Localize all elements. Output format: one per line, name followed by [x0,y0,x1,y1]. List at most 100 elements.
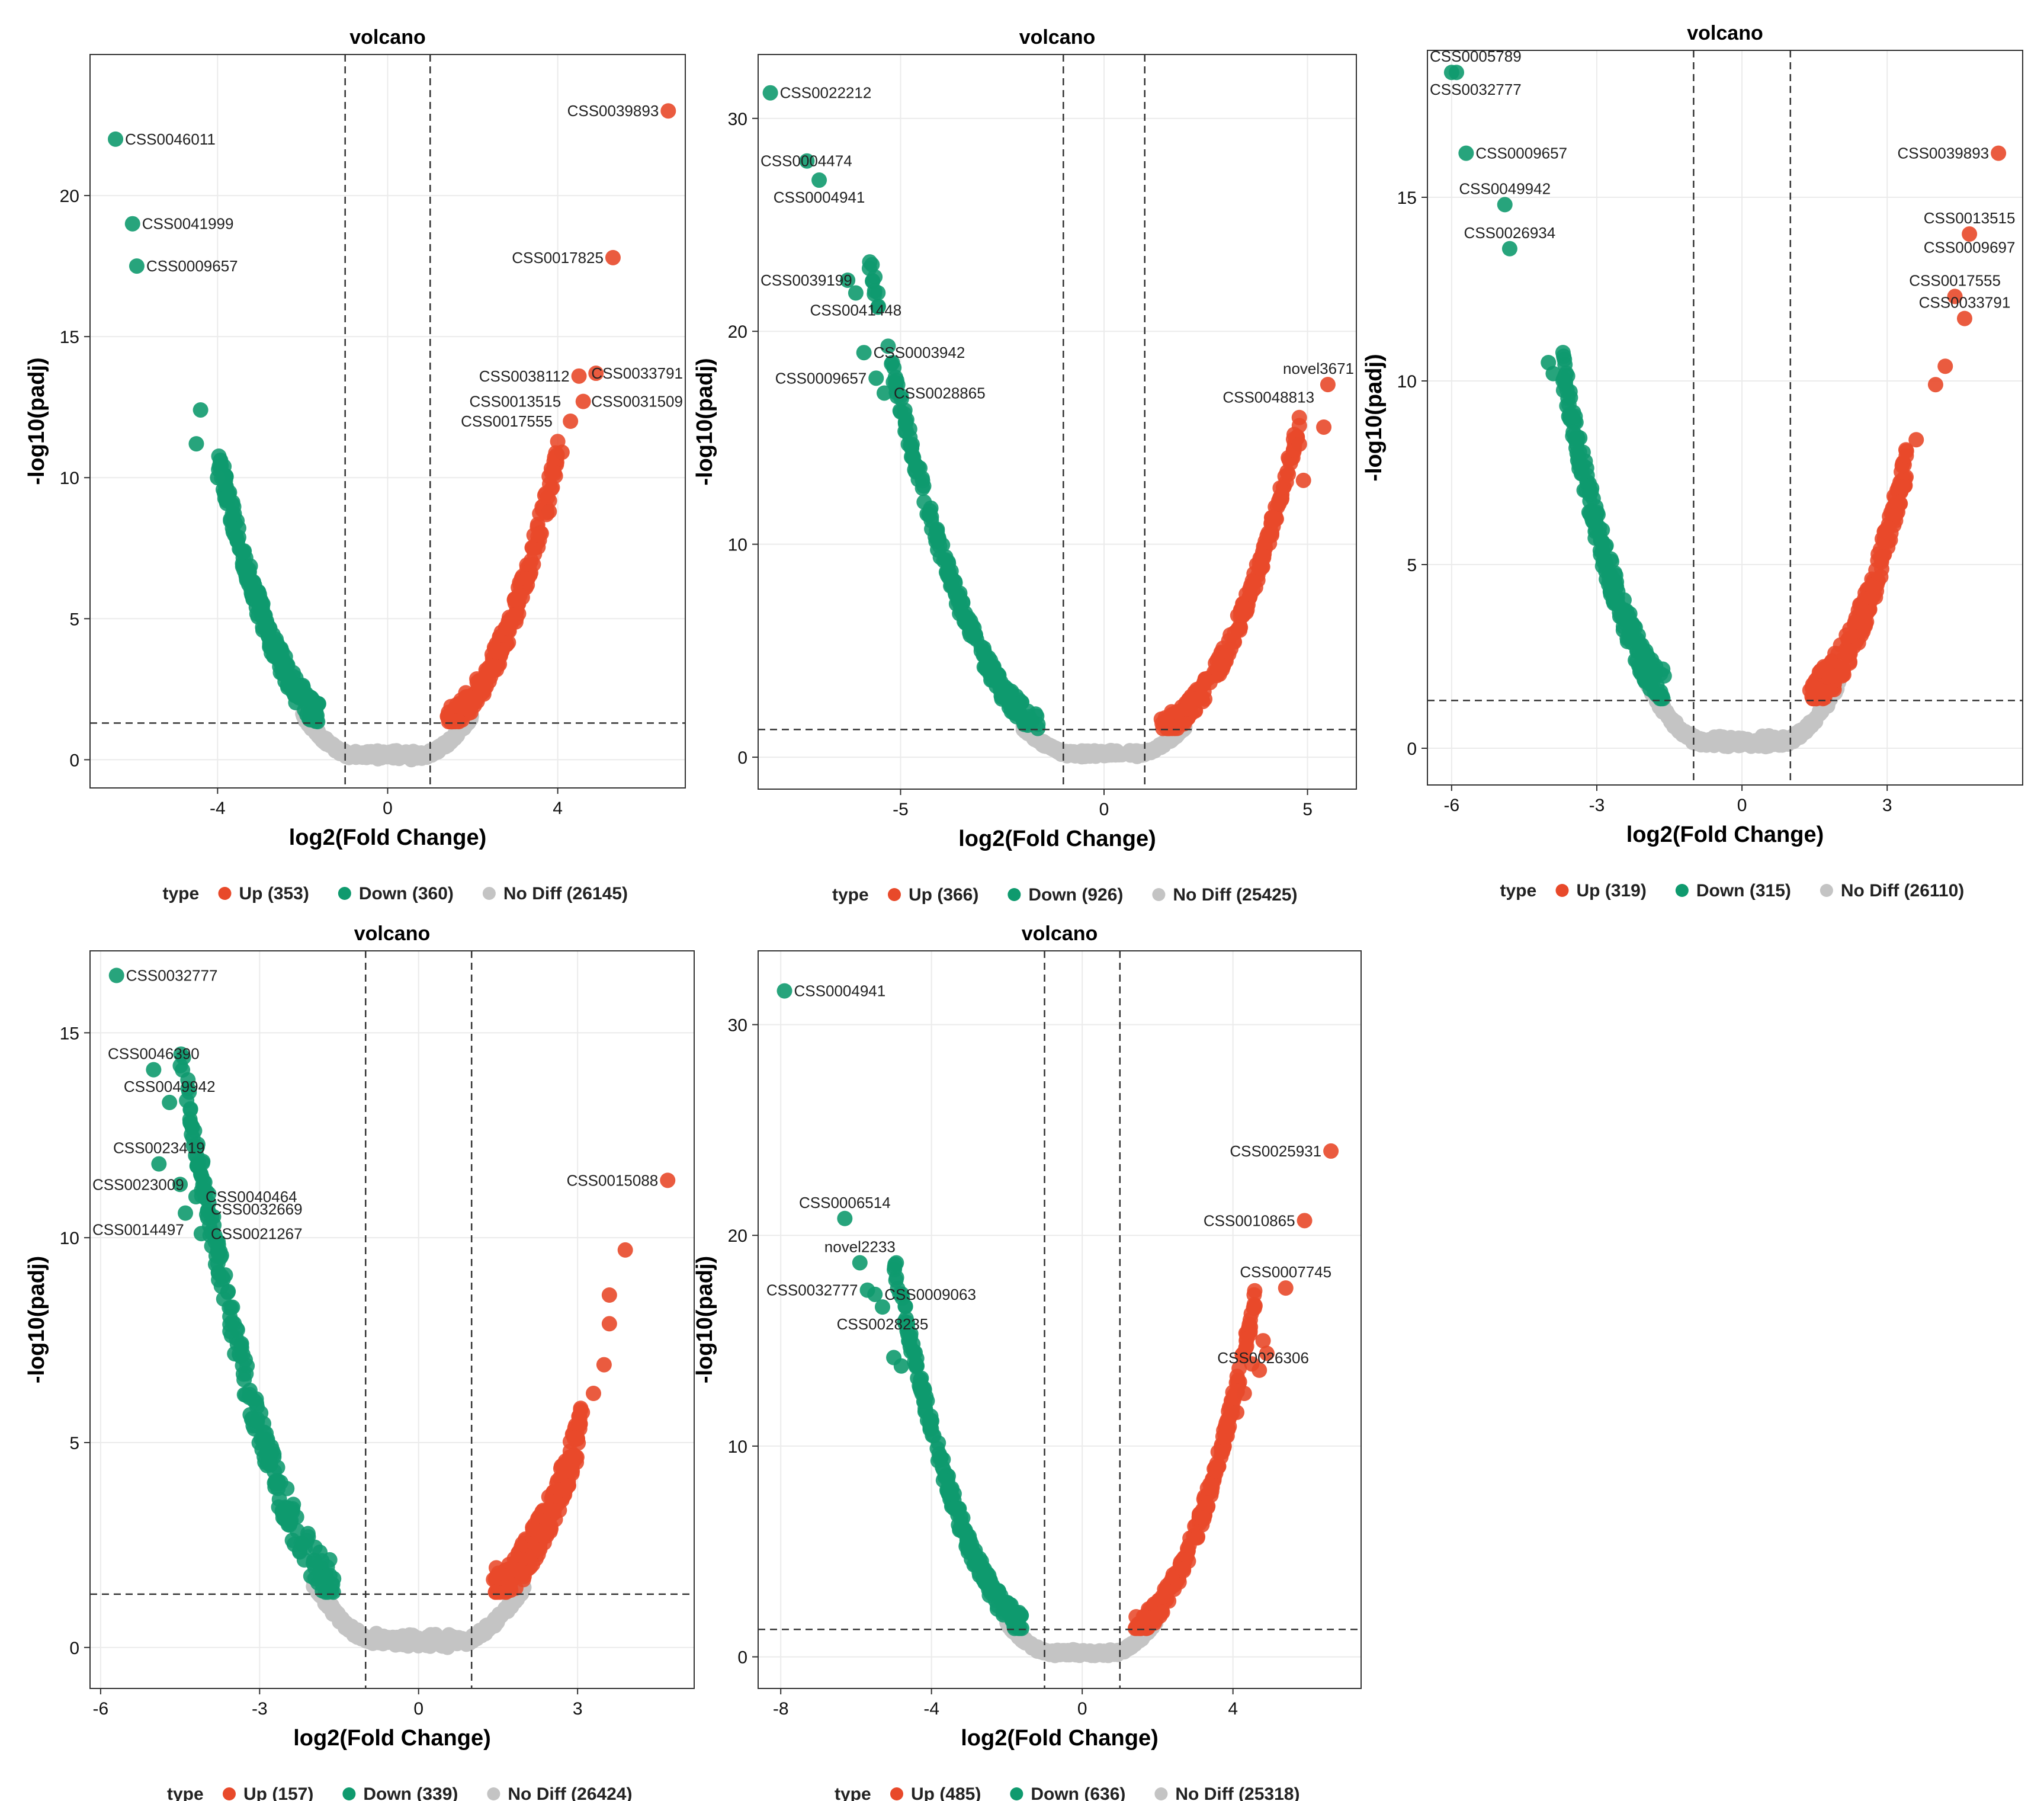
point-down [258,615,274,631]
chart-title: volcano [1687,22,1763,44]
point-down [213,458,229,474]
y-tick-label: 0 [737,1648,747,1668]
point-down [976,640,991,656]
gene-label: CSS0017555 [461,412,553,430]
x-tick-label: 0 [1077,1699,1087,1719]
legend-swatch-up [1555,884,1569,897]
points-down [108,131,326,730]
grid-lines [1427,50,2023,785]
point-up [1893,479,1909,495]
legend-entry: Up (157) [243,1784,313,1801]
y-axis-label: -log10(padj) [24,357,49,485]
legend-swatch-nodiff [482,887,496,900]
point-down [946,1501,962,1517]
point-outlier-down [852,1255,868,1271]
x-axis-label: log2(Fold Change) [293,1726,491,1751]
gene-labels: CSS0005789 CSS0032777 CSS0009657 CSS0049942… [1430,47,2015,311]
x-tick-label: -3 [1589,796,1605,815]
legend-title: type [835,1784,871,1801]
point-outlier-down [893,1358,909,1374]
point-outlier-up [571,368,587,384]
point-down [865,273,881,289]
point-up [1236,1345,1252,1361]
point-nodiff [500,1603,516,1619]
point-nodiff [1065,1642,1081,1658]
point-outlier-down [188,436,204,452]
point-nodiff [428,1627,444,1643]
gene-label: CSS0032777 [1430,81,1522,98]
legend-entry: Up (366) [909,885,978,905]
legend: type Up (157) Down (339) No Diff (26424) [167,1784,632,1801]
point-outlier-down [146,1062,162,1078]
point-down [901,1333,917,1349]
point-nodiff [1015,1633,1031,1649]
point-up [1812,663,1828,679]
y-tick-label: 10 [728,1437,747,1457]
point-up [1873,549,1889,565]
legend-swatch-up [888,888,901,901]
gene-labels: CSS0032777 CSS0046390 CSS0049942 CSS0023419… [92,967,658,1243]
point-down [193,1167,209,1182]
point-down [1569,446,1585,462]
point-down [300,1526,316,1542]
point-down [959,1536,975,1552]
point-up [1291,409,1307,425]
point-outlier-up [588,366,604,382]
points-down [762,85,1046,736]
point-outlier-down [868,370,884,386]
point-outlier-up [1937,358,1953,374]
point-down [930,530,946,546]
point-outlier-down [848,285,864,301]
y-tick-label: 10 [728,536,747,555]
point-down [261,629,277,645]
gene-label: CSS0040464 [206,1188,297,1206]
point-outlier-up [563,414,579,429]
axis-ticks: -6 -3 0 3 0 5 10 15 [60,1024,583,1719]
point-up [1222,627,1238,643]
points-down [1443,65,1672,707]
legend-entry: No Diff (26110) [1841,881,1964,901]
points-up [486,1172,676,1600]
legend-swatch-nodiff [1152,888,1166,901]
point-down [224,506,240,522]
legend-entry: No Diff (25425) [1173,885,1297,905]
legend-swatch-nodiff [1820,884,1833,897]
point-up [1805,679,1821,695]
point-down [1569,428,1585,444]
point-up [489,644,505,660]
point-up [1888,507,1904,523]
point-up [1208,1463,1224,1479]
point-outlier-up [1271,496,1287,512]
gene-label: CSS0017825 [512,249,604,267]
points-down [108,967,342,1600]
legend-swatch-down [1675,884,1689,897]
gene-label: CSS0041999 [142,215,234,233]
gene-label: CSS0026306 [1217,1349,1309,1367]
points-up [1802,145,2007,707]
point-down [870,299,886,315]
y-tick-label: 15 [1397,188,1417,208]
gene-label: CSS0023009 [92,1175,184,1193]
point-down [284,1532,300,1548]
legend-swatch-up [218,887,232,900]
point-outlier-up [1255,1333,1271,1349]
points-up [1153,377,1336,736]
legend-entry: No Diff (26145) [503,884,628,903]
point-up [1272,480,1288,496]
gene-label: CSS0015088 [567,1171,659,1189]
point-nodiff [1773,733,1789,749]
y-axis-label: -log10(padj) [1362,354,1387,481]
gene-labels: CSS0004941 CSS0006514 novel2233 CSS0032777 C… [766,982,1331,1367]
legend-entry: Up (319) [1577,881,1647,901]
gene-label: CSS0028235 [837,1315,929,1333]
gene-label: CSS0017555 [1909,271,2001,289]
point-down [266,648,282,664]
point-down [897,416,913,432]
gene-label: CSS0009063 [884,1286,976,1303]
point-nodiff [1757,730,1773,746]
legend-swatch-nodiff [1154,1787,1168,1800]
point-down [229,1331,245,1347]
x-axis-label: log2(Fold Change) [958,826,1156,851]
x-axis-label: log2(Fold Change) [961,1726,1159,1751]
